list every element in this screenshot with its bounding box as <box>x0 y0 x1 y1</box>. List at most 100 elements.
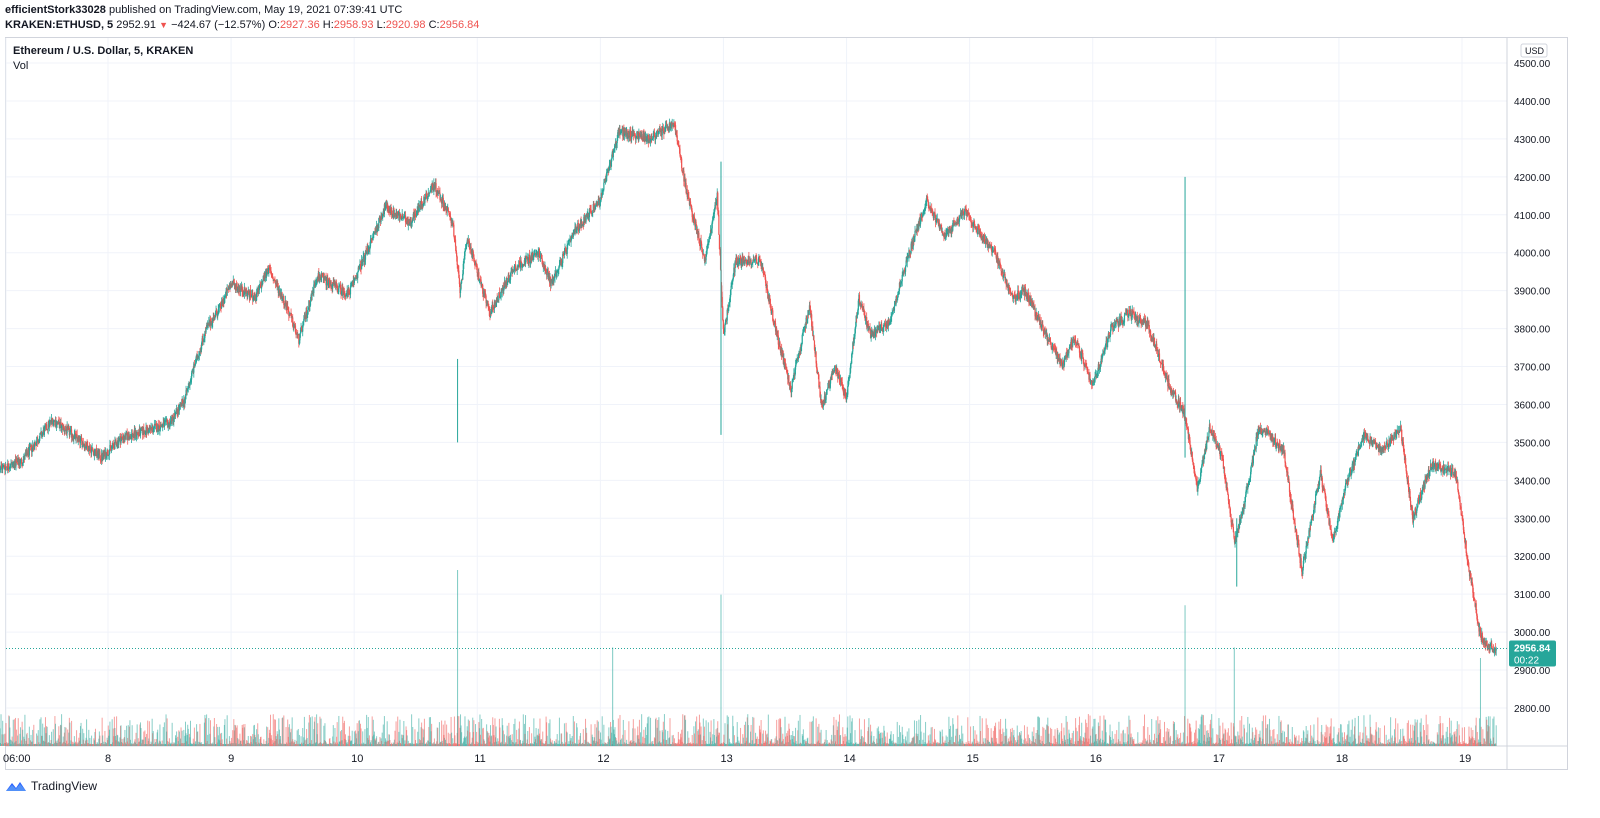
candle-body <box>946 231 948 233</box>
candle-body <box>1173 393 1175 395</box>
candle-body <box>1223 467 1226 476</box>
candle-body <box>315 282 317 285</box>
candle-body <box>48 422 50 428</box>
candle-body <box>1190 444 1192 452</box>
candle-body <box>786 372 788 374</box>
candle-body <box>1138 321 1140 324</box>
candle-body <box>1108 333 1110 335</box>
candle-body <box>519 260 522 268</box>
candle-body <box>214 317 216 320</box>
candle-body <box>402 217 404 219</box>
candle-body <box>416 210 418 212</box>
candle-body <box>1244 497 1246 507</box>
candle-body <box>1112 323 1114 331</box>
candle-body <box>1189 440 1191 445</box>
candle-body <box>173 413 175 418</box>
candle-body <box>995 254 997 258</box>
candle-body <box>903 269 905 274</box>
candle-body <box>1094 375 1096 382</box>
candle-body <box>827 384 829 388</box>
candle-body <box>298 340 300 344</box>
candle-body <box>1200 472 1202 479</box>
candle-body <box>1087 373 1089 374</box>
candle-body <box>1292 504 1294 511</box>
candle-body <box>1289 492 1291 498</box>
candle-body <box>967 212 969 214</box>
candle-body <box>51 418 53 420</box>
candle-body <box>115 439 117 443</box>
candle-body <box>76 434 78 439</box>
candle-body <box>1326 507 1328 514</box>
candle-body <box>825 393 827 400</box>
candle-body <box>788 375 790 385</box>
candle-body <box>256 292 258 301</box>
candle-body <box>1222 456 1224 459</box>
candle-body <box>333 282 335 283</box>
candle-body <box>1062 360 1064 369</box>
candle-body <box>212 317 214 324</box>
candle-body <box>610 161 612 166</box>
publisher-name[interactable]: efficientStork33028 <box>5 4 106 16</box>
candle-body <box>517 265 519 268</box>
candle-body <box>953 221 955 223</box>
candle-body <box>884 323 886 325</box>
candle-body <box>1248 482 1250 485</box>
candle-body <box>323 276 325 278</box>
candle-body <box>105 456 108 458</box>
candle-body <box>1323 489 1326 492</box>
candle-body <box>899 285 902 287</box>
candle-body <box>495 302 497 307</box>
candle-body <box>316 281 318 283</box>
candle-body <box>841 380 843 383</box>
candle-body <box>251 295 253 298</box>
candle-body <box>1294 522 1296 530</box>
candle-body <box>328 278 330 283</box>
candle-body <box>49 421 51 423</box>
candle-body <box>267 270 269 273</box>
candle-body <box>159 424 162 430</box>
candle-body <box>1002 275 1004 278</box>
close-label: C: <box>428 19 440 31</box>
candle-body <box>871 331 873 335</box>
candle-body <box>1248 479 1251 483</box>
candle-body <box>618 132 620 134</box>
candle-body <box>568 239 571 242</box>
candle-body <box>367 247 369 252</box>
candle-body <box>122 436 124 439</box>
candle-body <box>1277 443 1279 447</box>
candle-body <box>1101 355 1103 360</box>
candle-body <box>1192 459 1194 463</box>
candle-body <box>941 228 943 232</box>
candle-body <box>828 384 830 385</box>
candle-body <box>921 214 923 217</box>
candle-body <box>971 222 973 226</box>
candle-body <box>970 219 972 223</box>
candle-body <box>758 256 761 261</box>
candle-body <box>554 273 556 278</box>
candle-body <box>1200 467 1202 473</box>
candle-body <box>458 277 461 285</box>
candle-body <box>1343 493 1345 496</box>
candle-body <box>811 314 813 327</box>
candle-body <box>1058 359 1060 361</box>
candle-body <box>559 260 561 266</box>
candle-body <box>691 206 693 211</box>
candle-body <box>136 432 138 436</box>
candle-body <box>205 328 207 333</box>
candle-body <box>269 269 272 271</box>
candle-body <box>1233 537 1236 543</box>
candle-body <box>1295 528 1297 532</box>
candle-body <box>747 261 749 265</box>
candle-body <box>738 260 741 263</box>
candle-body <box>452 223 454 225</box>
candle-body <box>756 258 758 264</box>
candle-body <box>303 316 305 319</box>
candle-body <box>651 135 653 140</box>
candle-body <box>858 294 861 305</box>
candle-body <box>896 297 898 301</box>
candle-body <box>440 198 442 201</box>
candle-body <box>369 246 371 250</box>
candle-body <box>1250 471 1252 478</box>
candle-body <box>176 409 178 413</box>
